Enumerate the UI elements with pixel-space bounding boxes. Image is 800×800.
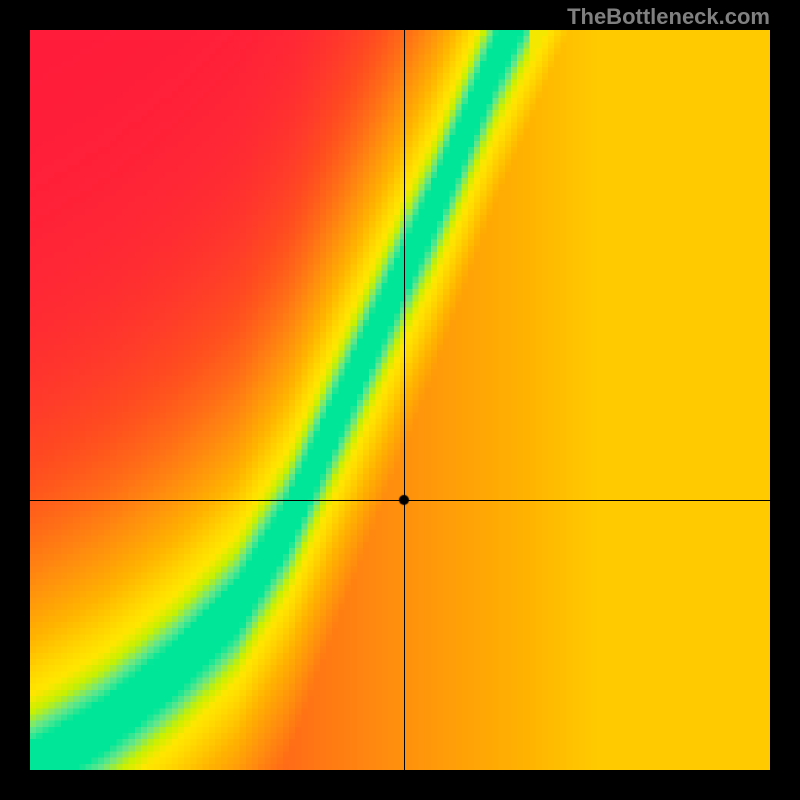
chart-container: TheBottleneck.com — [0, 0, 800, 800]
watermark-text: TheBottleneck.com — [567, 4, 770, 30]
crosshair-dot — [398, 494, 410, 506]
crosshair-vertical-line — [404, 30, 405, 770]
plot-area — [30, 30, 770, 770]
heatmap-canvas — [30, 30, 770, 770]
